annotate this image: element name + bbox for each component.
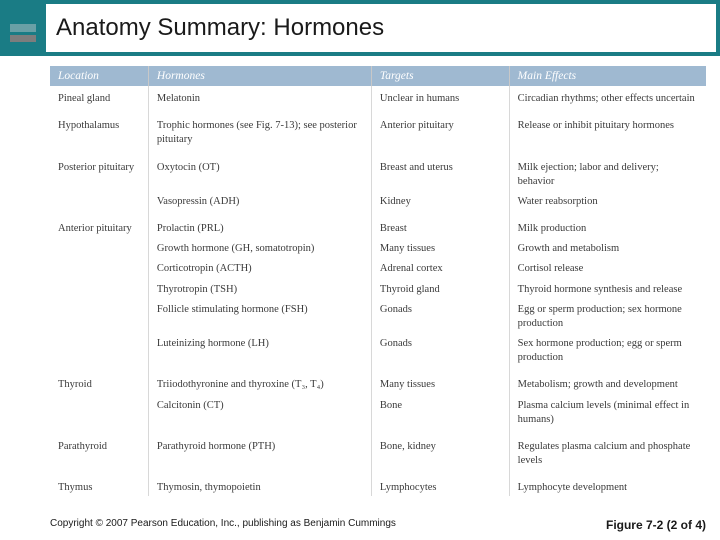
cell-effect: Circadian rhythms; other effects uncerta… <box>509 86 706 109</box>
cell-effect: Thyroid hormone synthesis and release <box>509 280 706 300</box>
cell-target: Many tissues <box>371 368 509 395</box>
cell-effect: Release or inhibit pituitary hormones <box>509 109 706 150</box>
cell-target: Breast and uterus <box>371 151 509 192</box>
cell-target: Bone, kidney <box>371 430 509 471</box>
table-header-row: Location Hormones Targets Main Effects <box>50 66 706 86</box>
cell-effect: Milk production <box>509 212 706 239</box>
cell-hormone: Thymosin, thymopoietin <box>148 471 371 496</box>
table-row: Posterior pituitaryOxytocin (OT)Breast a… <box>50 151 706 192</box>
cell-location: Thyroid <box>50 368 148 395</box>
cell-hormone: Prolactin (PRL) <box>148 212 371 239</box>
cell-target: Thyroid gland <box>371 280 509 300</box>
table-row: ThymusThymosin, thymopoietinLymphocytesL… <box>50 471 706 496</box>
cell-location <box>50 259 148 279</box>
cell-effect: Cortisol release <box>509 259 706 279</box>
cell-hormone: Parathyroid hormone (PTH) <box>148 430 371 471</box>
cell-target: Anterior pituitary <box>371 109 509 150</box>
cell-effect: Regulates plasma calcium and phosphate l… <box>509 430 706 471</box>
col-location: Location <box>50 66 148 86</box>
cell-hormone: Calcitonin (CT) <box>148 396 371 430</box>
cell-effect: Water reabsorption <box>509 192 706 212</box>
cell-location: Parathyroid <box>50 430 148 471</box>
cell-target: Lymphocytes <box>371 471 509 496</box>
table-row: Corticotropin (ACTH)Adrenal cortexCortis… <box>50 259 706 279</box>
cell-location: Anterior pituitary <box>50 212 148 239</box>
cell-location: Thymus <box>50 471 148 496</box>
cell-hormone: Luteinizing hormone (LH) <box>148 334 371 368</box>
table-row: Thyrotropin (TSH)Thyroid glandThyroid ho… <box>50 280 706 300</box>
cell-hormone: Growth hormone (GH, somatotropin) <box>148 239 371 259</box>
cell-effect: Growth and metabolism <box>509 239 706 259</box>
cell-target: Gonads <box>371 300 509 334</box>
cell-effect: Sex hormone production; egg or sperm pro… <box>509 334 706 368</box>
cell-hormone: Corticotropin (ACTH) <box>148 259 371 279</box>
table-row: Luteinizing hormone (LH)GonadsSex hormon… <box>50 334 706 368</box>
cell-effect: Plasma calcium levels (minimal effect in… <box>509 396 706 430</box>
cell-effect: Milk ejection; labor and delivery; behav… <box>509 151 706 192</box>
cell-location <box>50 396 148 430</box>
cell-hormone: Thyrotropin (TSH) <box>148 280 371 300</box>
cell-target: Kidney <box>371 192 509 212</box>
cell-hormone: Oxytocin (OT) <box>148 151 371 192</box>
table-row: Follicle stimulating hormone (FSH)Gonads… <box>50 300 706 334</box>
copyright-text: Copyright © 2007 Pearson Education, Inc.… <box>50 518 396 532</box>
col-effects: Main Effects <box>509 66 706 86</box>
col-hormones: Hormones <box>148 66 371 86</box>
cell-location <box>50 300 148 334</box>
cell-hormone: Follicle stimulating hormone (FSH) <box>148 300 371 334</box>
table-row: ThyroidTriiodothyronine and thyroxine (T… <box>50 368 706 395</box>
col-targets: Targets <box>371 66 509 86</box>
cell-target: Breast <box>371 212 509 239</box>
table-row: ParathyroidParathyroid hormone (PTH)Bone… <box>50 430 706 471</box>
table-row: Anterior pituitaryProlactin (PRL)BreastM… <box>50 212 706 239</box>
cell-hormone: Triiodothyronine and thyroxine (T₃, T₄) <box>148 368 371 395</box>
cell-hormone: Melatonin <box>148 86 371 109</box>
slide-footer: Copyright © 2007 Pearson Education, Inc.… <box>50 518 706 532</box>
table-row: Pineal glandMelatoninUnclear in humansCi… <box>50 86 706 109</box>
cell-effect: Lymphocyte development <box>509 471 706 496</box>
hormone-table: Location Hormones Targets Main Effects P… <box>50 66 706 496</box>
cell-effect: Metabolism; growth and development <box>509 368 706 395</box>
table-row: Calcitonin (CT)BonePlasma calcium levels… <box>50 396 706 430</box>
hormone-table-container: Location Hormones Targets Main Effects P… <box>50 66 706 496</box>
slide-title: Anatomy Summary: Hormones <box>56 14 384 42</box>
cell-location: Pineal gland <box>50 86 148 109</box>
cell-target: Unclear in humans <box>371 86 509 109</box>
cell-effect: Egg or sperm production; sex hormone pro… <box>509 300 706 334</box>
cell-location <box>50 334 148 368</box>
cell-hormone: Vasopressin (ADH) <box>148 192 371 212</box>
cell-hormone: Trophic hormones (see Fig. 7-13); see po… <box>148 109 371 150</box>
cell-location <box>50 239 148 259</box>
cell-location <box>50 280 148 300</box>
cell-location <box>50 192 148 212</box>
cell-location: Hypothalamus <box>50 109 148 150</box>
cell-target: Gonads <box>371 334 509 368</box>
cell-target: Bone <box>371 396 509 430</box>
table-row: Vasopressin (ADH)KidneyWater reabsorptio… <box>50 192 706 212</box>
cell-target: Adrenal cortex <box>371 259 509 279</box>
title-bar: Anatomy Summary: Hormones <box>46 4 716 52</box>
figure-number: Figure 7-2 (2 of 4) <box>606 518 706 532</box>
table-row: HypothalamusTrophic hormones (see Fig. 7… <box>50 109 706 150</box>
table-row: Growth hormone (GH, somatotropin)Many ti… <box>50 239 706 259</box>
cell-location: Posterior pituitary <box>50 151 148 192</box>
slide-logo <box>10 14 36 42</box>
cell-target: Many tissues <box>371 239 509 259</box>
